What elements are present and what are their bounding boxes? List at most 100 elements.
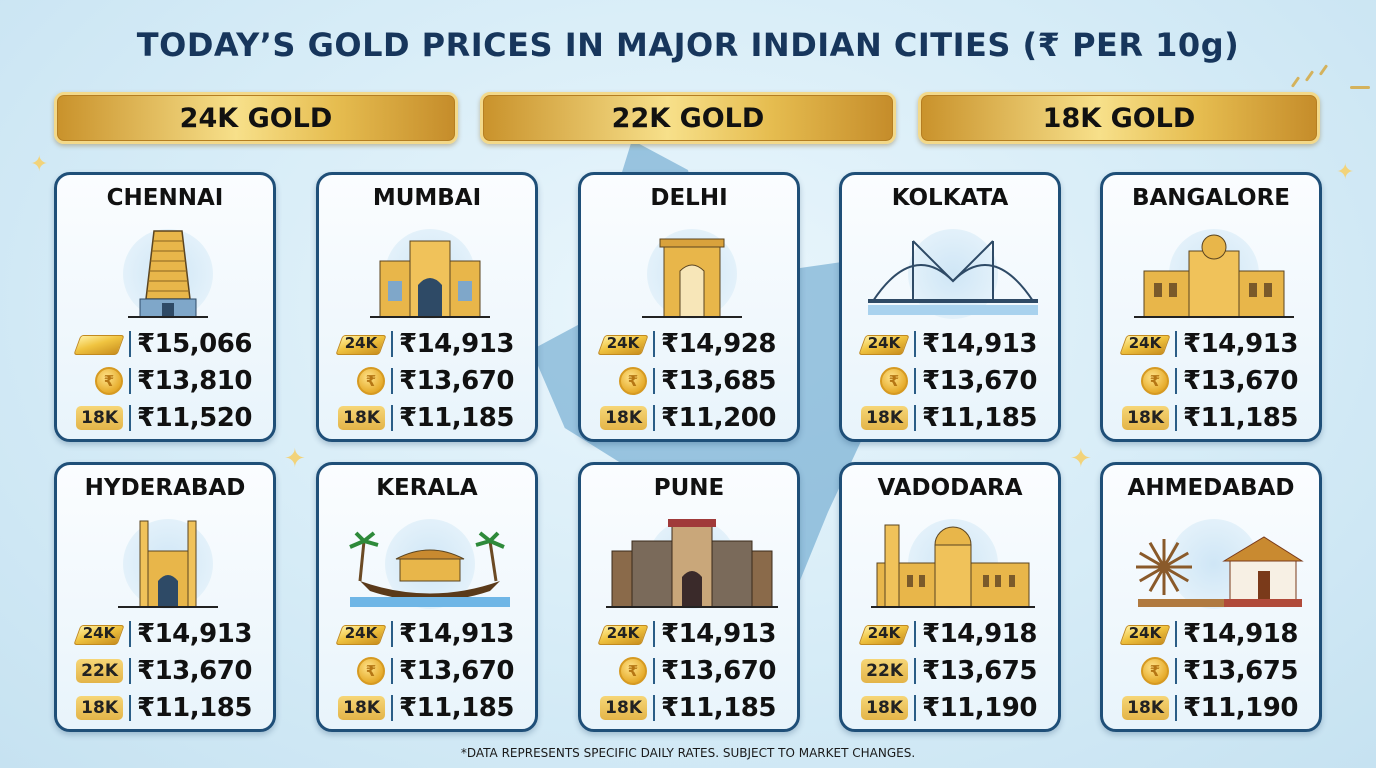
price-row-18k: 18K ₹11,190 (1103, 689, 1319, 726)
18k-badge: 18K (861, 405, 908, 430)
price-list: 24K ₹14,913 ₹ ₹13,670 18K ₹11,185 (319, 615, 535, 726)
gold-bar-24k-icon: 24K (858, 621, 910, 647)
city-card-kerala: KERALA 24K ₹14,913 ₹ ₹13,670 18K ₹11,185 (316, 462, 538, 732)
price-row-24k: 24K ₹14,913 (581, 615, 797, 652)
rupee-coin-icon: ₹ (1141, 656, 1169, 685)
price-list: 24K ₹14,913 22K ₹13,670 18K ₹11,185 (57, 615, 273, 726)
rupee-coin-icon: ₹ (1141, 366, 1169, 395)
price-18k: ₹11,190 (922, 692, 1037, 723)
price-22k: ₹13,670 (399, 365, 514, 396)
city-name: CHENNAI (106, 185, 224, 211)
price-18k: ₹11,190 (1183, 692, 1298, 723)
shaniwar-wada-icon (602, 511, 782, 611)
gold-bar-24k-icon: 24K (597, 621, 649, 647)
price-row-24k: 24K ₹14,928 (581, 325, 797, 362)
price-24k: ₹15,066 (137, 328, 252, 359)
18k-badge: 18K (600, 405, 647, 430)
city-name: VADODARA (877, 475, 1023, 501)
price-22k: ₹13,675 (1183, 655, 1298, 686)
price-row-24k: 24K ₹14,918 (842, 615, 1058, 652)
price-row-22k: ₹ ₹13,670 (319, 652, 535, 689)
price-24k: ₹14,918 (1183, 618, 1298, 649)
price-row-22k: ₹ ₹13,810 (57, 362, 273, 399)
city-card-pune: PUNE 24K ₹14,913 ₹ ₹13,670 18K ₹11,185 (578, 462, 800, 732)
divider (129, 657, 131, 684)
city-name: HYDERABAD (84, 475, 246, 501)
price-row-18k: 18K ₹11,185 (581, 689, 797, 726)
divider (391, 330, 393, 357)
22k-badge: 22K (861, 658, 908, 683)
price-row-22k: ₹ ₹13,670 (581, 652, 797, 689)
price-18k: ₹11,520 (137, 402, 252, 433)
price-row-18k: 18K ₹11,520 (57, 399, 273, 436)
sparkle-icon: ✦ (1070, 444, 1092, 474)
divider (1175, 404, 1177, 431)
price-18k: ₹11,185 (661, 692, 776, 723)
price-list: 24K ₹14,918 ₹ ₹13,675 18K ₹11,190 (1103, 615, 1319, 726)
divider (914, 367, 916, 394)
divider (1175, 694, 1177, 721)
divider (653, 694, 655, 721)
sparkle-icon: ✦ (284, 444, 306, 474)
gold-bar-icon (73, 331, 125, 357)
charkha-sabarmati-ashram-icon (1124, 511, 1304, 611)
charminar-icon (78, 511, 258, 611)
divider (914, 657, 916, 684)
divider (391, 620, 393, 647)
price-row-22k: ₹ ₹13,670 (1103, 362, 1319, 399)
divider (653, 330, 655, 357)
divider (914, 330, 916, 357)
divider (914, 694, 916, 721)
price-list: 24K ₹14,913 ₹ ₹13,670 18K ₹11,185 (319, 325, 535, 436)
price-row-22k: ₹ ₹13,670 (842, 362, 1058, 399)
gold-bar-24k-icon: 24K (1119, 621, 1171, 647)
header-24k-gold: 24K GOLD (54, 92, 458, 144)
divider (129, 367, 131, 394)
price-row-24k: 24K ₹14,913 (319, 325, 535, 362)
sparkle-icon: ✦ (1336, 160, 1355, 185)
price-22k: ₹13,810 (137, 365, 252, 396)
gold-bar-24k-icon: 24K (597, 331, 649, 357)
price-list: 24K ₹14,918 22K ₹13,675 18K ₹11,190 (842, 615, 1058, 726)
rupee-coin-icon: ₹ (619, 366, 647, 395)
howrah-bridge-icon (863, 221, 1043, 321)
price-22k: ₹13,675 (922, 655, 1037, 686)
divider (914, 404, 916, 431)
price-22k: ₹13,670 (661, 655, 776, 686)
city-name: KOLKATA (891, 185, 1009, 211)
houseboat-icon (340, 511, 520, 611)
gold-bar-24k-icon: 24K (335, 621, 387, 647)
gold-bar-24k-icon: 24K (858, 331, 910, 357)
vidhana-soudha-icon (1124, 221, 1304, 321)
divider (653, 404, 655, 431)
price-24k: ₹14,913 (137, 618, 252, 649)
price-row-18k: 18K ₹11,185 (842, 399, 1058, 436)
divider (129, 330, 131, 357)
price-row-22k: ₹ ₹13,675 (1103, 652, 1319, 689)
city-card-vadodara: VADODARA 24K ₹14,918 22K ₹13,675 18K ₹11,190 (839, 462, 1061, 732)
gold-bar-24k-icon: 24K (335, 331, 387, 357)
city-name: DELHI (650, 185, 728, 211)
divider (1175, 330, 1177, 357)
city-name: KERALA (376, 475, 478, 501)
header-22k-gold: 22K GOLD (480, 92, 896, 144)
price-row-22k: 22K ₹13,675 (842, 652, 1058, 689)
price-22k: ₹13,670 (137, 655, 252, 686)
price-row-24k: 24K ₹14,913 (842, 325, 1058, 362)
price-list: 24K ₹14,913 ₹ ₹13,670 18K ₹11,185 (1103, 325, 1319, 436)
price-row-18k: 18K ₹11,185 (1103, 399, 1319, 436)
city-card-delhi: DELHI 24K ₹14,928 ₹ ₹13,685 18K ₹11,200 (578, 172, 800, 442)
gold-bar-24k-icon: 24K (73, 621, 125, 647)
divider (1175, 620, 1177, 647)
18k-badge: 18K (338, 695, 385, 720)
price-row-24k: 24K ₹14,913 (57, 615, 273, 652)
decorative-lines (1290, 62, 1370, 102)
city-card-hyderabad: HYDERABAD 24K ₹14,913 22K ₹13,670 18K ₹11,185 (54, 462, 276, 732)
price-row-18k: 18K ₹11,185 (319, 399, 535, 436)
footnote: *DATA REPRESENTS SPECIFIC DAILY RATES. S… (460, 746, 916, 760)
rupee-coin-icon: ₹ (619, 656, 647, 685)
price-24k: ₹14,928 (661, 328, 776, 359)
price-24k: ₹14,918 (922, 618, 1037, 649)
price-list: 24K ₹14,928 ₹ ₹13,685 18K ₹11,200 (581, 325, 797, 436)
price-list: 24K ₹14,913 ₹ ₹13,670 18K ₹11,185 (842, 325, 1058, 436)
